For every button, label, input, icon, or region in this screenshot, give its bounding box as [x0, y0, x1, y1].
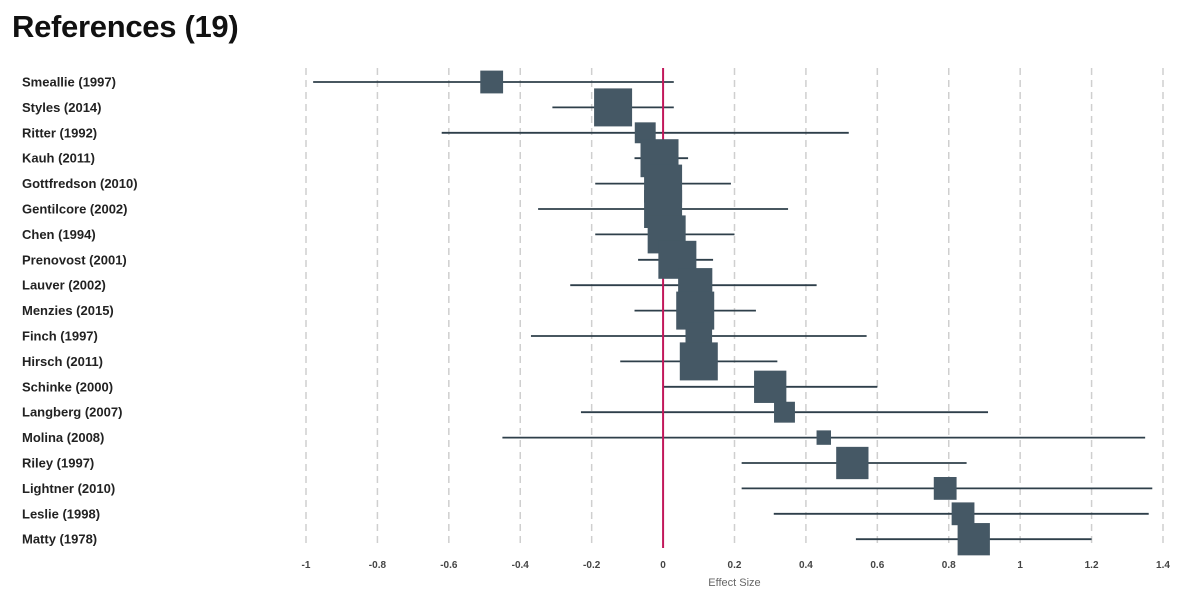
effect-marker: [951, 502, 975, 526]
x-tick-label: -0.6: [440, 560, 458, 571]
study-label: Menzies (2015): [22, 303, 114, 318]
x-tick-label: 1: [1017, 560, 1023, 571]
study-label: Smeallie (1997): [22, 75, 116, 90]
study-label: Leslie (1998): [22, 506, 100, 521]
study-label: Finch (1997): [22, 329, 98, 344]
effect-marker: [933, 477, 957, 500]
effect-marker: [634, 122, 656, 144]
effect-marker: [816, 430, 831, 445]
study-label: Schinke (2000): [22, 379, 113, 394]
confidence-intervals: [313, 81, 1153, 541]
grid-lines: [305, 68, 1164, 548]
study-label: Prenovost (2001): [22, 252, 127, 267]
study-label: Lauver (2002): [22, 278, 106, 293]
study-label: Gottfredson (2010): [22, 176, 138, 191]
study-label: Gentilcore (2002): [22, 202, 128, 217]
effect-marker: [594, 88, 633, 127]
study-label: Molina (2008): [22, 430, 104, 445]
effect-marker: [836, 446, 869, 480]
study-label: Matty (1978): [22, 532, 97, 547]
x-tick-label: -1: [302, 560, 311, 571]
x-tick-label: 0: [660, 560, 666, 571]
study-label: Ritter (1992): [22, 125, 97, 140]
x-axis-label: Effect Size: [708, 577, 760, 589]
x-tick-label: -0.2: [583, 560, 601, 571]
study-label: Lightner (2010): [22, 481, 115, 496]
study-label: Chen (1994): [22, 227, 96, 242]
x-tick-label: -0.8: [369, 560, 387, 571]
effect-marker: [679, 342, 718, 381]
x-tick-label: 0.4: [799, 560, 813, 571]
x-tick-label: 0.8: [942, 560, 956, 571]
x-tick-label: 0.6: [870, 560, 884, 571]
x-axis-ticks: -1 -0.8 -0.6 -0.4 -0.2 0 0.2 0.4 0.6 0.8 1 1.2 1.4: [302, 560, 1171, 571]
page-title: References (19): [12, 9, 239, 44]
study-labels: Smeallie (1997) Styles (2014) Ritter (1992…: [22, 75, 138, 547]
x-tick-label: 1.2: [1085, 560, 1099, 571]
study-label: Hirsch (2011): [22, 354, 103, 369]
x-tick-label: 1.4: [1156, 560, 1170, 571]
study-label: Langberg (2007): [22, 405, 122, 420]
x-tick-label: -0.4: [512, 560, 530, 571]
effect-marker: [754, 370, 787, 403]
effect-markers: [480, 70, 990, 556]
study-label: Styles (2014): [22, 100, 102, 115]
x-tick-label: 0.2: [728, 560, 742, 571]
effect-marker: [957, 523, 990, 556]
effect-marker: [480, 70, 504, 94]
study-label: Riley (1997): [22, 456, 94, 471]
effect-marker: [774, 401, 795, 423]
study-label: Kauh (2011): [22, 151, 95, 166]
